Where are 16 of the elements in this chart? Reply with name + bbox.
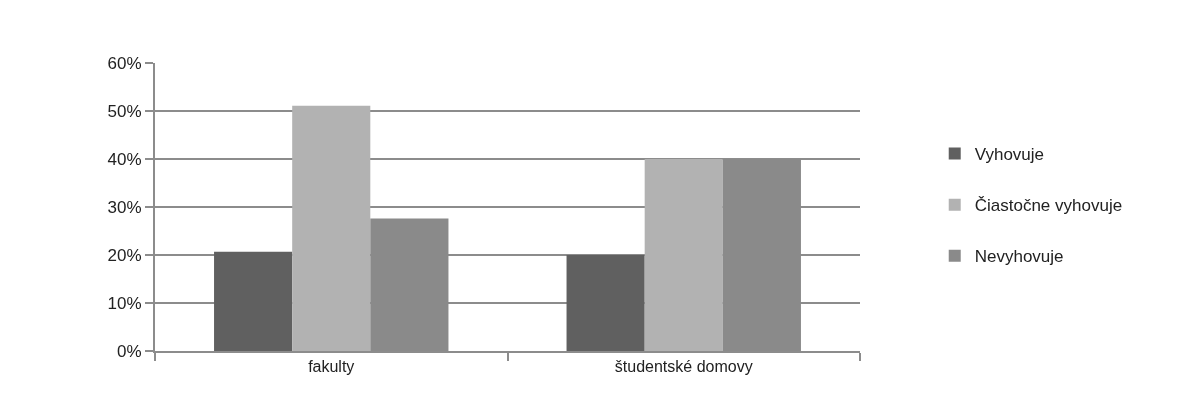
bar xyxy=(644,159,723,351)
y-tick-label: 0% xyxy=(117,341,142,361)
y-tick-label: 30% xyxy=(107,197,142,217)
y-tick-label: 10% xyxy=(107,293,142,313)
y-tick-label: 50% xyxy=(107,101,142,121)
legend-label: Čiastočne vyhovuje xyxy=(974,196,1123,216)
y-tick-label: 40% xyxy=(107,149,142,169)
bar xyxy=(214,251,293,351)
x-tick-label: študentské domovy xyxy=(614,358,753,376)
legend-label: Vyhovuje xyxy=(974,145,1045,165)
y-tick-label: 20% xyxy=(107,245,142,265)
bar xyxy=(292,105,371,351)
bar xyxy=(566,255,645,351)
x-tick-label: fakulty xyxy=(308,358,355,376)
y-tick-label: 60% xyxy=(107,53,142,73)
legend-label: Nevyhovuje xyxy=(974,247,1064,267)
